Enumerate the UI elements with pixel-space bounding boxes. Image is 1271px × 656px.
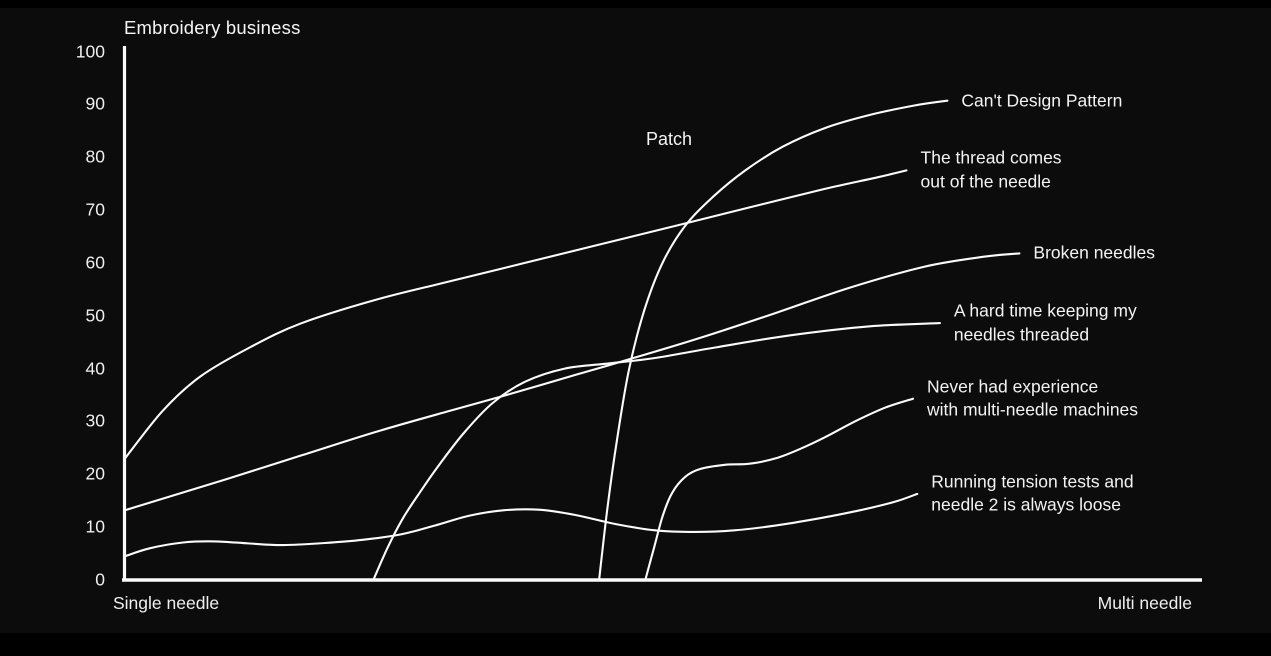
series-label-cant-design-pattern: Can't Design Pattern xyxy=(961,89,1123,110)
y-tick-0: 0 xyxy=(95,569,105,590)
curve-thread-comes-out xyxy=(123,169,908,460)
y-tick-40: 40 xyxy=(85,358,105,379)
series-label-never-had-experience: Never had experience with multi-needle ma… xyxy=(926,376,1139,420)
series-label-hard-time-threading: A hard time keeping my needles threaded xyxy=(953,300,1137,345)
y-tick-30: 30 xyxy=(85,410,105,431)
curve-hard-time-threading xyxy=(372,322,941,582)
y-tick-20: 20 xyxy=(85,463,105,484)
y-tick-60: 60 xyxy=(85,252,105,273)
annotation-patch: Patch xyxy=(646,129,693,149)
curves-group xyxy=(123,99,1021,582)
series-label-broken-needles: Broken needles xyxy=(1033,242,1156,263)
y-tick-100: 100 xyxy=(75,41,105,61)
series-label-thread-comes-out: The thread comes out of the needle xyxy=(920,147,1062,192)
y-tick-10: 10 xyxy=(85,516,105,537)
y-tick-50: 50 xyxy=(85,305,105,326)
y-tick-70: 70 xyxy=(85,199,105,220)
curve-never-had-experience xyxy=(644,397,915,582)
curve-broken-needles xyxy=(123,252,1021,512)
x-axis-label-multi-needle: Multi needle xyxy=(1097,593,1192,613)
chart-title: Embroidery business xyxy=(124,17,301,38)
x-axis-label-single-needle: Single needle xyxy=(113,593,220,613)
series-label-running-tension-tests: Running tension tests and needle 2 is alw… xyxy=(931,471,1134,515)
curve-cant-design-pattern xyxy=(598,99,949,582)
chart-background xyxy=(0,8,1271,633)
y-tick-90: 90 xyxy=(85,93,105,114)
curve-running-tension-tests xyxy=(123,492,919,558)
y-tick-80: 80 xyxy=(85,146,105,167)
